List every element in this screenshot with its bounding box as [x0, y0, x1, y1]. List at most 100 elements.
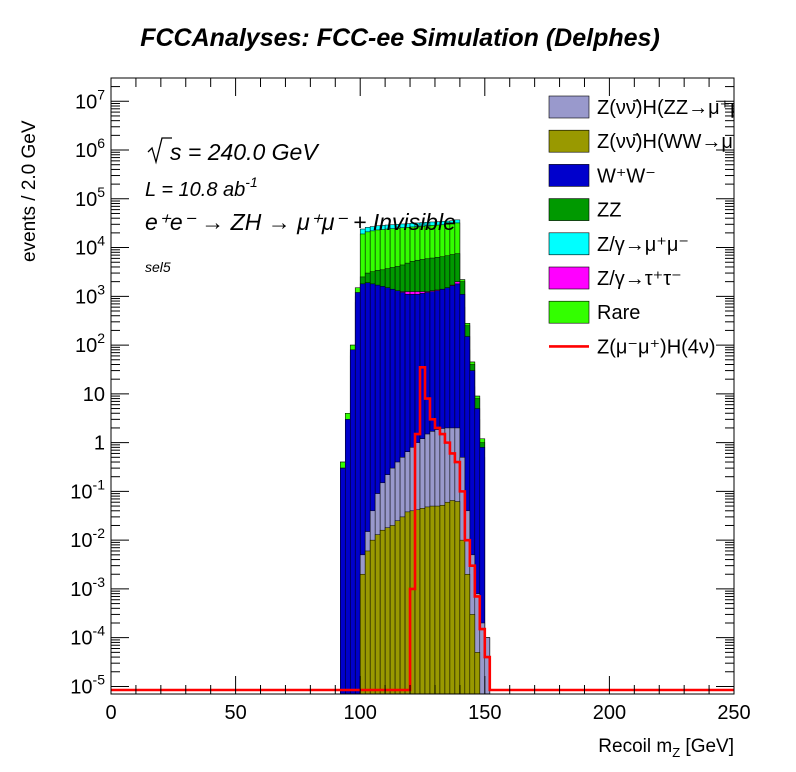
legend: Z(νν̄)H(ZZ→μ⁺μ⁻νν̄) Z(νν̄)H(WW→μ⁺νμ⁻ν̄) W⁺… [548, 95, 792, 358]
y-tick-base: 1 [94, 433, 105, 455]
hist-bin [359, 573, 366, 694]
hist-bin [459, 539, 466, 694]
y-tick-base: 10 [70, 579, 92, 601]
y-tick-label: 103 [75, 281, 105, 308]
y-tick-base: 10 [75, 238, 97, 260]
y-tick-labels: 10-510-410-310-210-111010210310410510610… [70, 86, 105, 698]
hist-bin [379, 529, 386, 694]
chart-title: FCCAnalyses: FCC-ee Simulation (Delphes) [140, 24, 660, 52]
y-tick-exponent: 6 [97, 135, 105, 151]
hist-bin [469, 614, 476, 694]
y-tick-base: 10 [70, 481, 92, 503]
y-tick-base: 10 [75, 286, 97, 308]
plot-frame [110, 77, 735, 695]
y-tick-exponent: 5 [97, 184, 105, 200]
x-axis-label-sub: Z [672, 745, 680, 760]
signal-line [111, 366, 734, 692]
hist-bin [419, 508, 426, 694]
y-tick-exponent: -4 [93, 623, 106, 639]
hist-bin [444, 501, 451, 694]
y-tick-label: 10-1 [70, 476, 105, 503]
x-axis-label: Recoil mZ [GeV] [598, 736, 734, 760]
sqrt-symbol [147, 137, 172, 165]
legend-swatch [548, 232, 590, 256]
legend-entry: Rare [548, 300, 640, 324]
axis-ticks [110, 78, 735, 694]
y-tick-base: 10 [70, 628, 92, 650]
y-tick-label: 10-5 [70, 671, 105, 698]
y-tick-base: 10 [75, 91, 97, 113]
legend-label: Z/γ→μ⁺μ⁻ [597, 234, 689, 256]
y-tick-exponent: -2 [93, 525, 106, 541]
legend-label: ZZ [597, 200, 621, 222]
y-tick-label: 10 [83, 384, 105, 406]
legend-entry: Z/γ→μ⁺μ⁻ [548, 232, 689, 256]
legend-label: Z(νν̄)H(WW→μ⁺νμ⁻ν̄) [597, 131, 792, 153]
y-tick-label: 105 [75, 184, 105, 211]
hist-series-1 [359, 500, 481, 694]
y-tick-label: 104 [75, 233, 105, 260]
annotation-lumi: L = 10.8 ab-1 [145, 174, 258, 201]
hist-bin [374, 534, 381, 694]
hist-bin [449, 500, 456, 694]
hist-bin [369, 539, 376, 694]
legend-entry: Z(νν̄)H(WW→μ⁺νμ⁻ν̄) [548, 129, 792, 153]
hist-bin [364, 550, 371, 694]
hist-bin [354, 292, 361, 694]
hist-bin [340, 467, 346, 694]
legend-label: W⁺W⁻ [597, 165, 656, 187]
y-axis-label: events / 2.0 GeV [19, 120, 40, 262]
hist-bin [434, 505, 441, 694]
hist-bin [394, 520, 401, 694]
y-tick-label: 107 [75, 86, 105, 113]
x-tick-labels: 0 50 100 150 200 250 [105, 702, 750, 724]
y-tick-exponent: 3 [97, 281, 105, 297]
x-tick-label: 150 [468, 702, 501, 724]
x-tick-label: 50 [224, 702, 246, 724]
legend-label: Rare [597, 302, 640, 324]
y-tick-exponent: -5 [93, 671, 106, 687]
annotation-selection: sel5 [145, 259, 171, 275]
legend-entry: ZZ [548, 198, 621, 222]
y-tick-exponent: 4 [97, 233, 105, 249]
y-tick-exponent: -1 [93, 476, 106, 492]
x-tick-label: 100 [344, 702, 377, 724]
y-tick-label: 106 [75, 135, 105, 162]
x-tick-label: 200 [593, 702, 626, 724]
hist-bin [424, 506, 431, 694]
x-tick-label: 250 [717, 702, 750, 724]
hist-bin [349, 349, 356, 694]
y-tick-label: 102 [75, 330, 105, 357]
sqrt-s-text: s = 240.0 GeV [170, 139, 320, 165]
hist-bin [429, 505, 436, 694]
hist-bin [464, 573, 471, 694]
y-tick-exponent: -3 [93, 574, 106, 590]
x-tick-label: 0 [105, 702, 116, 724]
legend-entry: Z(νν̄)H(ZZ→μ⁺μ⁻νν̄) [548, 95, 779, 119]
legend-entry: W⁺W⁻ [548, 164, 656, 187]
hist-bin [439, 504, 446, 694]
y-tick-base: 10 [70, 676, 92, 698]
hist-bin [344, 419, 351, 694]
y-tick-label: 10-3 [70, 574, 105, 601]
legend-entry: Z(μ⁻μ⁺)H(4ν) [549, 336, 716, 358]
annotation-process: e⁺e⁻ → ZH → μ⁺μ⁻ + Invisible [145, 209, 456, 235]
hist-bin [474, 652, 481, 694]
legend-swatch [548, 300, 590, 324]
y-tick-base: 10 [75, 140, 97, 162]
legend-swatch [548, 164, 590, 187]
hist-bin [384, 527, 391, 694]
y-tick-exponent: 2 [97, 330, 105, 346]
legend-swatch [548, 266, 590, 290]
x-axis-label-unit: [GeV] [680, 736, 734, 757]
y-tick-label: 1 [94, 433, 105, 455]
y-tick-exponent: 7 [97, 86, 105, 102]
annotation-sqrt-s: s = 240.0 GeV [147, 137, 320, 165]
lumi-text: L = 10.8 ab [145, 179, 245, 201]
legend-label: Z/γ→τ⁺τ⁻ [597, 268, 682, 290]
y-tick-label: 10-2 [70, 525, 105, 552]
hist-bin [454, 501, 461, 694]
legend-label: Z(μ⁻μ⁺)H(4ν) [597, 336, 716, 358]
legend-label: Z(νν̄)H(ZZ→μ⁺μ⁻νν̄) [597, 97, 779, 119]
